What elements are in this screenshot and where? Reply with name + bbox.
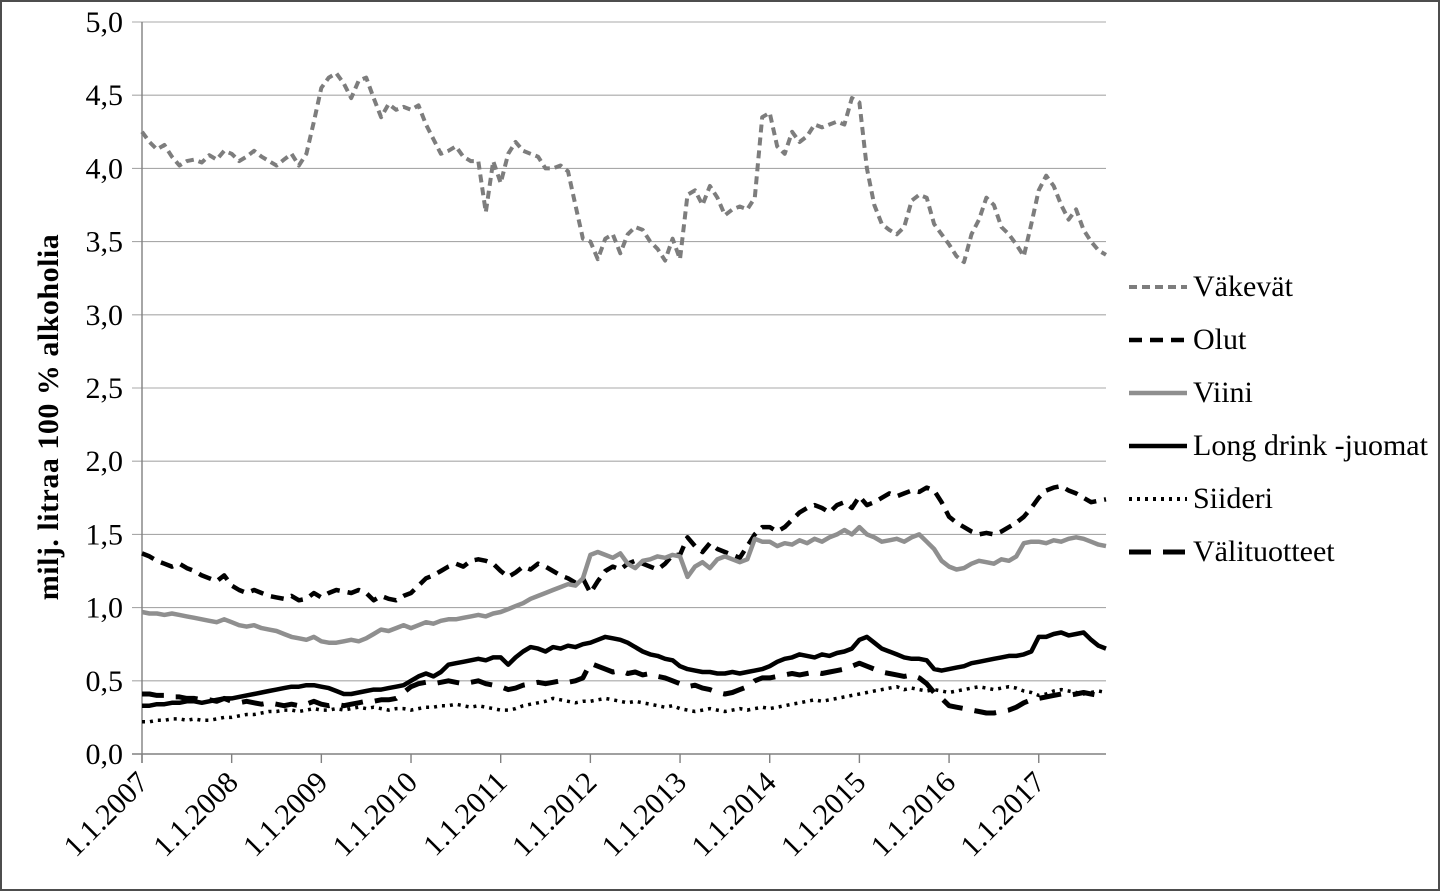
legend-swatch-vakevat-icon [1129,285,1187,289]
legend-swatch-long-drink-icon [1129,443,1187,449]
x-tick-label: 1.1.2009 [237,766,335,864]
legend-label-olut: Olut [1193,323,1247,356]
x-tick-label: 1.1.2013 [595,766,693,864]
y-tick-label: 3,5 [86,226,124,259]
legend-item-long-drink: Long drink -juomat [1129,429,1428,463]
series-line-viini [141,524,1107,645]
legend-item-olut: Olut [1129,323,1428,357]
y-tick-label: 1,0 [86,592,124,625]
legend-label-long-drink: Long drink -juomat [1193,429,1428,462]
y-axis-title: milj. litraa 100 % alkoholia [32,233,65,601]
series-line-siideri [142,684,1107,724]
legend-label-viini: Viini [1193,376,1253,409]
legend-item-viini: Viini [1129,376,1428,410]
x-tick-label: 1.1.2010 [326,766,424,864]
y-tick-label: 2,0 [86,445,124,478]
y-tick-label: 1,5 [86,518,124,551]
legend-swatch-viini-icon [1129,390,1187,396]
y-tick-label: 3,0 [86,299,124,332]
x-tick-label: 1.1.2014 [685,766,783,864]
x-tick-label: 1.1.2012 [506,766,604,864]
series-line-olut [141,483,1107,603]
legend-swatch-olut-icon [1129,337,1187,343]
x-tick-label: 1.1.2011 [417,766,514,863]
y-tick-label: 5,0 [86,6,124,39]
legend-item-vakevat: Väkevät [1129,270,1428,304]
y-tick-label: 4,0 [86,152,124,185]
y-tick-label: 2,5 [86,372,124,405]
y-tick-label: 4,5 [86,79,124,112]
legend-label-valituotteet: Välituotteet [1193,535,1335,568]
series-line-vakevat [140,71,1108,265]
legend: Väkevät Olut Viini Long drink -juomat Si… [1129,270,1428,569]
legend-item-valituotteet: Välituotteet [1129,535,1428,569]
series-line-long-drink [142,630,1107,708]
y-tick-label: 0,5 [86,665,124,698]
series-line-valituotteet [142,660,1107,716]
x-tick-label: 1.1.2016 [864,766,962,864]
x-tick-label: 1.1.2007 [57,766,155,864]
legend-swatch-siideri-icon [1129,497,1187,501]
legend-swatch-valituotteet-icon [1129,549,1187,555]
x-tick-label: 1.1.2017 [954,766,1052,864]
x-tick-label: 1.1.2015 [775,766,873,864]
x-tick-label: 1.1.2008 [147,766,245,864]
y-tick-label: 0,0 [86,738,124,771]
legend-label-siideri: Siideri [1193,482,1273,515]
legend-label-vakevat: Väkevät [1193,270,1293,303]
legend-item-siideri: Siideri [1129,482,1428,516]
